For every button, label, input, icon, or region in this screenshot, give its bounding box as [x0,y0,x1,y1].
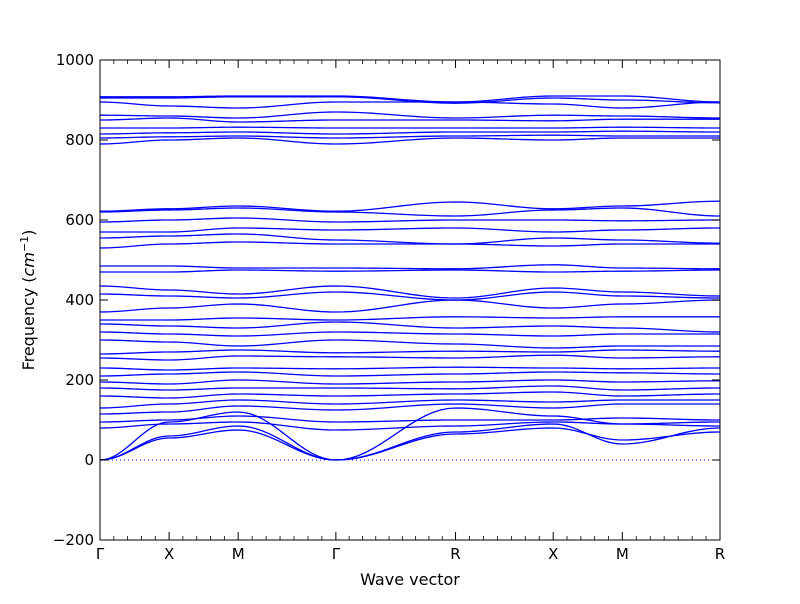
x-tick-label-Γ: Γ [332,545,341,563]
x-tick-label-M: M [616,545,629,563]
band-line-34 [99,117,720,123]
band-line-16 [99,331,720,337]
y-axis-label-text: Frequency [19,283,38,371]
band-line-33 [100,126,721,129]
band-line-18 [100,316,720,321]
band-line-29 [99,200,721,212]
band-line-20 [99,291,721,301]
x-tick-label-X: X [164,545,174,563]
band-line-7 [99,399,720,409]
y-axis-label-paren-open: ( [19,276,38,282]
y-tick-label: 200 [65,371,94,389]
band-line-26 [100,227,721,233]
band-line-8 [99,391,721,399]
band-line-28 [99,207,721,217]
band-line-13 [99,354,721,361]
band-lines [99,95,721,461]
band-line-22 [100,269,721,273]
band-line-24 [99,241,720,249]
band-line-12 [99,366,721,371]
x-axis-label: Wave vector [360,570,460,589]
y-tick-label: 1000 [56,51,94,69]
y-tick-label: 800 [65,131,94,149]
band-line-27 [99,217,721,223]
band-line-32 [99,130,721,135]
band-line-37 [100,96,721,104]
y-tick-label: −200 [53,531,94,549]
y-tick-label: 600 [65,211,94,229]
y-tick-label: 400 [65,291,94,309]
band-line-4 [99,421,721,431]
x-tick-label-R: R [450,545,460,563]
band-line-2 [99,423,721,461]
x-axis-minor-ticks [113,60,707,540]
band-line-38 [100,95,721,103]
band-line-15 [99,339,720,349]
band-line-31 [99,134,720,139]
band-line-6 [99,403,720,415]
band-line-11 [99,371,721,377]
x-tick-label-M: M [232,545,245,563]
band-line-14 [99,349,721,355]
band-line-1 [99,427,721,461]
y-tick-label: 0 [84,451,94,469]
y-axis-ticks: −200 0 200 400 600 800 1000 [53,51,720,549]
y-axis-label: Frequency (cm−1) [18,230,39,371]
y-axis-label-unit: cm [19,252,38,276]
x-tick-label-R: R [715,545,725,563]
band-line-35 [99,111,721,119]
band-line-25 [99,233,721,245]
x-tick-label-X: X [548,545,558,563]
band-line-36 [99,101,721,109]
band-line-17 [99,321,721,333]
band-line-21 [99,285,721,299]
band-line-23 [100,264,721,270]
band-line-30 [99,137,720,145]
x-tick-label-Γ: Γ [96,545,105,563]
y-axis-label-paren-close: ) [19,230,38,236]
band-line-9 [99,385,721,391]
band-line-5 [99,415,721,423]
band-line-10 [99,379,721,385]
band-line-19 [99,299,721,313]
y-axis-label-exponent: −1 [18,236,31,252]
